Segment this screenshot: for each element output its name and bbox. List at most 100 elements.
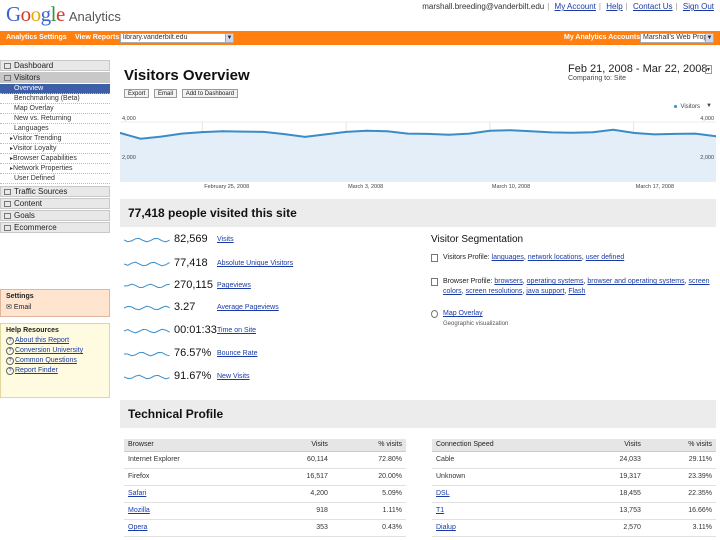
row-label-link[interactable]: Cable	[432, 451, 579, 469]
nav-user-defined[interactable]: User Defined	[0, 174, 110, 184]
seg-browser-os-link[interactable]: browser and operating systems	[587, 278, 685, 285]
nav-visitors[interactable]: Visitors	[0, 72, 110, 83]
seg-java-support-link[interactable]: java support	[526, 288, 565, 295]
nav-visitor-trending[interactable]: Visitor Trending	[0, 134, 110, 144]
nav-traffic-sources[interactable]: Traffic Sources	[0, 186, 110, 197]
seg-screen-colors-link[interactable]: screen colors	[443, 278, 710, 295]
column-header[interactable]: Connection Speed	[432, 439, 579, 452]
help-common-questions[interactable]: Common Questions	[6, 357, 104, 365]
data-point[interactable]	[406, 132, 409, 135]
data-point[interactable]	[180, 132, 183, 135]
column-header[interactable]: Visits	[578, 439, 645, 452]
view-reports-select[interactable]: library.vanderbilt.edu ▼	[120, 33, 234, 43]
data-point[interactable]	[221, 130, 224, 133]
data-point[interactable]	[715, 135, 716, 138]
my-account-link[interactable]: My Account	[554, 2, 596, 11]
sign-out-link[interactable]: Sign Out	[682, 2, 714, 11]
row-label-link[interactable]: Unknown	[432, 468, 579, 486]
data-point[interactable]	[324, 133, 327, 136]
metric-label-link[interactable]: Pageviews	[217, 282, 251, 289]
column-header[interactable]: Browser	[124, 439, 264, 452]
row-label-link[interactable]: Mozilla	[124, 502, 264, 520]
data-point[interactable]	[427, 133, 430, 135]
nav-dashboard[interactable]: Dashboard	[0, 60, 110, 71]
metric-label-link[interactable]: New Visits	[217, 373, 250, 380]
row-label-link[interactable]: Internet Explorer	[124, 451, 264, 469]
seg-network-locations-link[interactable]: network locations	[527, 254, 582, 261]
nav-goals[interactable]: Goals	[0, 210, 110, 221]
row-label-link[interactable]: Firefox	[124, 468, 264, 486]
data-point[interactable]	[242, 130, 245, 133]
nav-content[interactable]: Content	[0, 198, 110, 209]
data-point[interactable]	[550, 131, 553, 134]
row-label-link[interactable]: Opera	[124, 519, 264, 537]
data-point[interactable]	[591, 131, 594, 134]
data-point[interactable]	[365, 129, 368, 132]
seg-flash-link[interactable]: Flash	[568, 288, 586, 295]
data-point[interactable]	[386, 130, 389, 133]
row-label-link[interactable]: DSL	[432, 485, 579, 503]
email-button[interactable]: Email	[154, 89, 178, 98]
data-point[interactable]	[694, 132, 697, 135]
chart-legend[interactable]: Visitors	[674, 104, 700, 110]
google-analytics-logo[interactable]: Google Analytics	[6, 2, 121, 27]
metric-label-link[interactable]: Average Pageviews	[217, 304, 279, 311]
data-point[interactable]	[632, 131, 635, 134]
data-point[interactable]	[509, 129, 512, 132]
help-report-finder[interactable]: Report Finder	[6, 367, 104, 375]
data-point[interactable]	[447, 133, 450, 136]
nav-browser-capabilities[interactable]: Browser Capabilities	[0, 154, 110, 164]
nav-visitor-loyalty[interactable]: Visitor Loyalty	[0, 144, 110, 154]
data-point[interactable]	[201, 131, 204, 133]
row-label-link[interactable]: Safari	[124, 485, 264, 503]
data-point[interactable]	[489, 129, 491, 132]
date-range-picker[interactable]: Feb 21, 2008 - Mar 22, 2008 Comparing to…	[568, 63, 714, 93]
row-label-link[interactable]: T1	[432, 502, 579, 520]
nav-visitors-overview[interactable]: Overview	[0, 84, 110, 94]
seg-map-overlay-link[interactable]: Map Overlay	[443, 310, 483, 317]
data-point[interactable]	[468, 132, 471, 135]
seg-os-link[interactable]: operating systems	[526, 278, 584, 285]
help-link[interactable]: Help	[606, 2, 623, 11]
help-conversion-university[interactable]: Conversion University	[6, 347, 104, 355]
data-point[interactable]	[653, 133, 656, 136]
data-point[interactable]	[612, 128, 615, 131]
data-point[interactable]	[673, 133, 676, 135]
nav-map-overlay[interactable]: Map Overlay	[0, 104, 110, 114]
seg-languages-link[interactable]: languages	[491, 254, 524, 261]
nav-ecommerce[interactable]: Ecommerce	[0, 222, 110, 233]
row-label-link[interactable]: Dialup	[432, 519, 579, 537]
accounts-select[interactable]: Marshall's Web Prop ▼	[640, 33, 714, 43]
data-point[interactable]	[120, 131, 121, 134]
data-point[interactable]	[530, 130, 532, 133]
nav-new-vs-returning[interactable]: New vs. Returning	[0, 114, 110, 124]
metric-label-link[interactable]: Visits	[217, 236, 234, 243]
metric-label-link[interactable]: Absolute Unique Visitors	[217, 260, 294, 267]
data-point[interactable]	[262, 131, 265, 133]
data-point[interactable]	[283, 133, 286, 135]
nav-benchmarking[interactable]: Benchmarking (Beta)	[0, 94, 110, 104]
data-point[interactable]	[345, 131, 347, 133]
column-header[interactable]: % visits	[331, 439, 406, 452]
help-about-report[interactable]: About this Report	[6, 337, 104, 345]
data-point[interactable]	[571, 131, 574, 134]
add-to-dashboard-button[interactable]: Add to Dashboard	[181, 89, 239, 98]
data-point[interactable]	[139, 137, 142, 140]
analytics-settings-link[interactable]: Analytics Settings	[6, 34, 67, 41]
nav-network-properties[interactable]: Network Properties	[0, 164, 110, 174]
metric-label-link[interactable]: Bounce Rate	[217, 350, 258, 357]
contact-us-link[interactable]: Contact Us	[632, 2, 673, 11]
column-header[interactable]: Visits	[263, 439, 332, 452]
metric-label-link[interactable]: Time on Site	[217, 327, 257, 334]
column-header[interactable]: % visits	[644, 439, 716, 452]
person-icon	[431, 254, 438, 262]
seg-screen-resolutions-link[interactable]: screen resolutions	[465, 288, 523, 295]
settings-email-link[interactable]: ✉ Email	[6, 303, 104, 311]
nav-languages[interactable]: Languages	[0, 124, 110, 134]
settings-panel: Settings ✉ Email	[0, 289, 110, 317]
seg-user-defined-link[interactable]: user defined	[585, 254, 625, 261]
data-point[interactable]	[304, 135, 306, 138]
seg-browsers-link[interactable]: browsers	[494, 278, 523, 285]
export-button[interactable]: Export	[124, 89, 150, 98]
data-point[interactable]	[160, 135, 163, 138]
